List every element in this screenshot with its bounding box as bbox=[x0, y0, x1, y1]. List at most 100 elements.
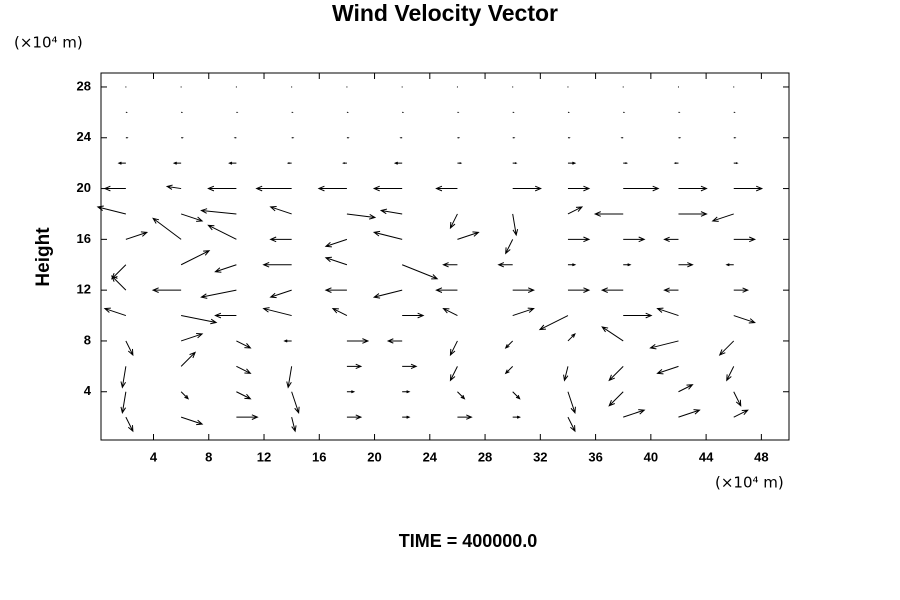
vector-arrow bbox=[733, 315, 756, 324]
vector-arrow bbox=[623, 236, 646, 243]
vector-arrow bbox=[324, 238, 348, 248]
vector-arrow bbox=[733, 409, 749, 418]
vector-arrow bbox=[402, 415, 411, 419]
vector-arrow bbox=[504, 365, 514, 375]
y-tick-label: 24 bbox=[77, 129, 92, 144]
vector-arrow bbox=[725, 263, 734, 267]
x-tick-label: 44 bbox=[699, 449, 714, 464]
vector-arrow bbox=[379, 208, 403, 215]
vector-arrow bbox=[663, 287, 679, 293]
vector-arrow bbox=[401, 264, 439, 280]
y-axis-label: Height bbox=[33, 227, 54, 287]
y-tick-label: 8 bbox=[84, 332, 91, 347]
vector-arrow bbox=[512, 185, 542, 192]
y-tick-label: 16 bbox=[77, 231, 91, 246]
vector-arrow bbox=[165, 184, 182, 190]
vector-arrow bbox=[372, 289, 403, 299]
vector-arrow bbox=[402, 312, 425, 319]
vector-arrow bbox=[120, 391, 127, 415]
x-tick-label: 28 bbox=[478, 449, 492, 464]
vector-arrow bbox=[656, 307, 679, 317]
vector-arrow bbox=[512, 287, 535, 293]
vector-arrow bbox=[457, 231, 480, 240]
vector-arrow bbox=[623, 185, 660, 192]
vector-arrow bbox=[386, 338, 403, 344]
vector-arrow bbox=[512, 213, 519, 237]
vector-arrow bbox=[608, 391, 624, 407]
vector-arrow bbox=[538, 315, 569, 331]
x-tick-label: 40 bbox=[644, 449, 658, 464]
vector-arrow bbox=[733, 391, 742, 407]
vector-arrow bbox=[608, 365, 624, 382]
vector-arrow bbox=[255, 185, 292, 192]
vector-arrow bbox=[678, 185, 708, 192]
vector-arrow bbox=[110, 264, 127, 280]
vector-arrow bbox=[393, 161, 403, 165]
vector-arrow bbox=[214, 264, 237, 273]
vector-arrow bbox=[346, 414, 363, 420]
vector-arrow bbox=[563, 366, 569, 382]
vector-arrow bbox=[346, 338, 370, 344]
vector-arrow bbox=[236, 340, 252, 349]
vector-arrow bbox=[269, 205, 292, 215]
vector-arrow bbox=[283, 339, 292, 343]
vector-arrow bbox=[600, 287, 624, 293]
vector-arrow bbox=[96, 205, 126, 215]
vector-arrow bbox=[663, 236, 679, 242]
vector-arrow bbox=[567, 206, 584, 215]
vector-arrow bbox=[449, 213, 458, 230]
vector-arrow bbox=[262, 307, 292, 317]
vector-arrow bbox=[172, 161, 182, 165]
vector-arrow bbox=[236, 391, 252, 400]
vector-arrow bbox=[402, 363, 418, 369]
vector-arrow bbox=[269, 236, 292, 243]
y-tick-label: 4 bbox=[84, 383, 92, 398]
vector-arrow bbox=[236, 414, 259, 420]
vector-arrow bbox=[180, 250, 211, 266]
x-tick-label: 12 bbox=[257, 449, 271, 464]
vector-arrow bbox=[457, 162, 463, 165]
vector-arrow bbox=[286, 366, 293, 389]
vector-arrow bbox=[656, 365, 679, 375]
vector-arrow bbox=[180, 391, 190, 400]
vector-arrow bbox=[207, 224, 237, 240]
vector-arrow bbox=[120, 366, 127, 389]
vector-arrow bbox=[449, 366, 458, 382]
vector-arrow bbox=[733, 236, 757, 243]
vector-arrow bbox=[331, 307, 348, 316]
vector-arrow bbox=[457, 414, 473, 420]
vector-arrow bbox=[214, 312, 237, 319]
vector-arrow bbox=[372, 185, 403, 192]
vector-arrow bbox=[505, 239, 514, 255]
vector-arrow bbox=[125, 231, 149, 240]
vector-arrow bbox=[512, 307, 535, 317]
vector-arrow bbox=[623, 409, 646, 418]
vector-arrow bbox=[512, 391, 521, 400]
vector-arrow bbox=[512, 415, 521, 419]
chart-title: Wind Velocity Vector bbox=[332, 0, 558, 26]
vector-arrow bbox=[207, 185, 237, 192]
vector-arrow bbox=[567, 185, 591, 192]
vector-arrow bbox=[726, 366, 735, 382]
vector-arrow bbox=[678, 384, 694, 393]
vector-arrow bbox=[733, 287, 750, 293]
vector-arrow bbox=[291, 391, 300, 414]
x-unit: (×10⁴ m) bbox=[715, 474, 784, 492]
vector-arrow bbox=[180, 213, 204, 222]
vector-arrow bbox=[567, 236, 591, 243]
vector-arrow bbox=[435, 287, 458, 293]
x-tick-label: 32 bbox=[533, 449, 547, 464]
plot-frame bbox=[100, 72, 790, 441]
y-tick-label: 20 bbox=[77, 180, 91, 195]
vector-arrow bbox=[236, 365, 252, 374]
vector-arrow bbox=[623, 263, 632, 267]
x-tick-label: 24 bbox=[423, 449, 438, 464]
vector-arrow bbox=[567, 416, 576, 433]
vector-arrow bbox=[673, 162, 679, 165]
vector-arrow bbox=[103, 307, 127, 317]
vector-arrow bbox=[442, 262, 458, 268]
vector-arrow bbox=[567, 391, 576, 414]
footer: TIME = 400000.0 bbox=[399, 531, 538, 551]
x-tick-label: 16 bbox=[312, 449, 326, 464]
